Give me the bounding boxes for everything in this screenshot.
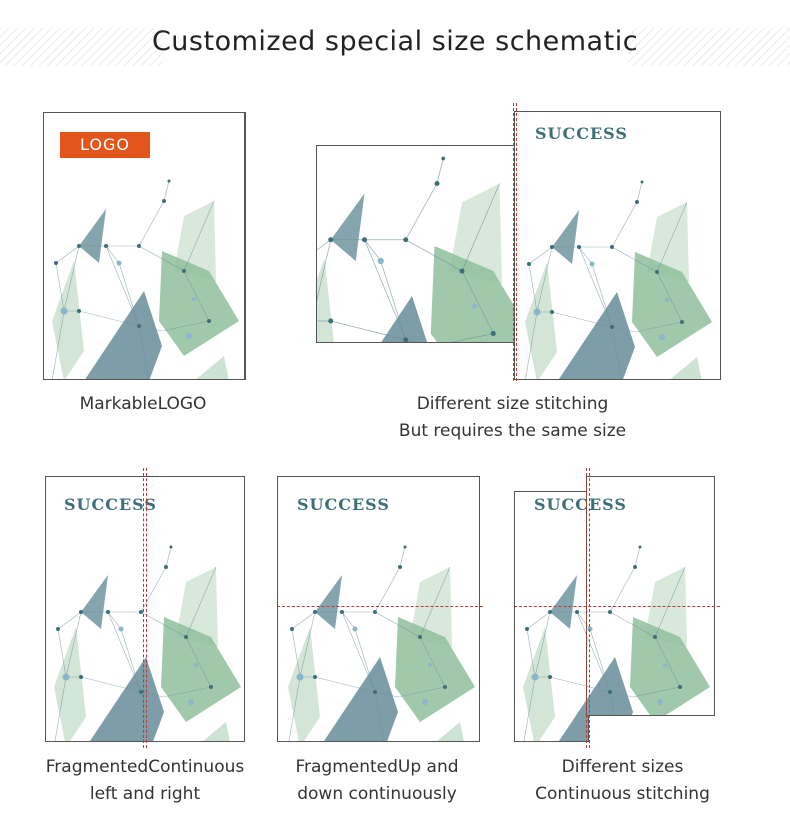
stitch-panel-large: SUCCESS: [514, 111, 721, 380]
caption-line: Continuous stitching: [535, 784, 710, 804]
caption-line: FragmentedUp and: [295, 757, 459, 777]
logo-badge: LOGO: [60, 132, 150, 158]
diff-panel-right: SUCCESS: [586, 476, 715, 716]
caption-line: FragmentedContinuous: [45, 757, 245, 777]
geometric-artwork: [288, 545, 475, 741]
brand-title: SUCCESS: [297, 495, 390, 514]
caption-logo: MarkableLOGO: [38, 391, 248, 418]
geometric-artwork: [523, 575, 588, 741]
brand-title: SUCCESS: [64, 495, 157, 514]
geometric-artwork: [317, 156, 515, 342]
horizontal-split-line: [514, 606, 720, 608]
brand-title: SUCCESS: [534, 495, 589, 514]
caption-line: Different sizes: [561, 757, 684, 777]
brand-title: SUCCESS: [587, 495, 627, 514]
vertical-split-line: [143, 468, 145, 748]
logo-panel: LOGO: [43, 112, 246, 380]
vertical-split-line: [146, 468, 148, 748]
caption-ud: FragmentedUp and down continuously: [262, 754, 492, 808]
page-title: Customized special size schematic: [151, 26, 639, 57]
caption-line: MarkableLOGO: [79, 394, 207, 414]
geometric-artwork: [587, 545, 710, 715]
header-hatch-left: [0, 28, 163, 66]
geometric-artwork: [54, 545, 241, 741]
caption-line: But requires the same size: [398, 421, 627, 441]
lr-panel: SUCCESS: [45, 476, 245, 742]
caption-diff: Different sizes Continuous stitching: [510, 754, 735, 808]
caption-stitch: Different size stitching But requires th…: [370, 391, 655, 445]
stitch-guide-line: [516, 103, 518, 381]
panel-edge: [244, 112, 246, 380]
caption-line: left and right: [89, 784, 201, 804]
geometric-artwork: [525, 180, 712, 379]
brand-title: SUCCESS: [535, 124, 628, 143]
header-hatch-right: [628, 28, 790, 66]
horizontal-split-line: [277, 606, 483, 608]
stitch-panel-small: [316, 145, 516, 343]
ud-panel: SUCCESS: [277, 476, 480, 742]
vertical-split-line: [586, 468, 588, 748]
diff-panel-left: SUCCESS: [514, 491, 589, 742]
caption-lr: FragmentedContinuous left and right: [25, 754, 265, 808]
caption-line: Different size stitching: [416, 394, 609, 414]
vertical-split-line: [589, 468, 591, 748]
geometric-artwork: [52, 179, 239, 379]
stitch-guide-line: [513, 103, 515, 381]
caption-line: down continuously: [297, 784, 457, 804]
